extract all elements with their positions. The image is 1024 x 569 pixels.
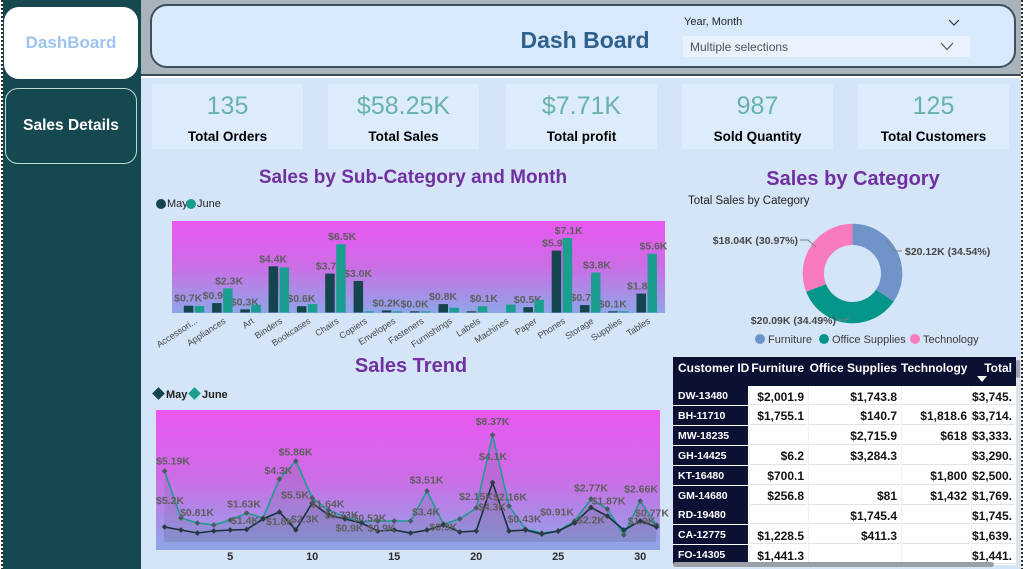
svg-text:$0.0K: $0.0K <box>401 298 429 310</box>
svg-text:$0.73K: $0.73K <box>325 510 359 522</box>
svg-text:$4.3K: $4.3K <box>478 502 506 514</box>
svg-text:$5.2K: $5.2K <box>156 495 184 507</box>
svg-text:$0.43K: $0.43K <box>508 514 542 526</box>
svg-text:$20.12K (34.54%): $20.12K (34.54%) <box>905 246 990 258</box>
svg-text:May: May <box>166 389 188 401</box>
svg-text:$0.9K: $0.9K <box>429 522 457 534</box>
svg-text:$2.66K: $2.66K <box>624 484 658 496</box>
svg-text:$20.09K (34.49%): $20.09K (34.49%) <box>751 315 836 327</box>
svg-text:$5.19K: $5.19K <box>156 456 190 468</box>
svg-text:$3.51K: $3.51K <box>410 475 444 487</box>
svg-text:$3.0K: $3.0K <box>344 268 372 280</box>
svg-text:$4.3K: $4.3K <box>264 465 292 477</box>
svg-text:$2.77K: $2.77K <box>574 483 608 495</box>
svg-text:$8.37K: $8.37K <box>476 416 510 428</box>
svg-text:$0.6K: $0.6K <box>287 293 315 305</box>
svg-text:5: 5 <box>227 551 233 563</box>
svg-text:Office Supplies: Office Supplies <box>832 334 906 346</box>
svg-text:20: 20 <box>470 551 482 563</box>
svg-text:$6.5K: $6.5K <box>328 231 356 243</box>
svg-text:June: June <box>202 389 228 401</box>
svg-text:10: 10 <box>306 551 318 563</box>
svg-text:$5.86K: $5.86K <box>279 447 313 459</box>
svg-text:$0.9K: $0.9K <box>335 523 363 535</box>
svg-text:$18.04K (30.97%): $18.04K (30.97%) <box>713 235 798 247</box>
svg-text:$1.63K: $1.63K <box>227 499 261 511</box>
svg-text:$2.2K: $2.2K <box>577 515 605 527</box>
svg-text:$0.91K: $0.91K <box>540 507 574 519</box>
svg-text:$0.1K: $0.1K <box>470 293 498 305</box>
svg-text:$1.9K: $1.9K <box>627 516 655 528</box>
svg-text:15: 15 <box>388 551 400 563</box>
svg-text:$7.1K: $7.1K <box>555 225 583 237</box>
svg-text:$2.15K: $2.15K <box>459 491 493 503</box>
svg-text:$3.8K: $3.8K <box>583 260 611 272</box>
svg-text:$4.1K: $4.1K <box>479 451 507 463</box>
svg-text:$0.52K: $0.52K <box>353 513 387 525</box>
svg-text:$5.5K: $5.5K <box>281 490 309 502</box>
svg-text:$0.8K: $0.8K <box>429 291 457 303</box>
svg-text:$0.9K: $0.9K <box>367 523 395 535</box>
svg-text:$5.6K: $5.6K <box>639 241 667 253</box>
svg-text:30: 30 <box>634 551 646 563</box>
svg-text:Furniture: Furniture <box>768 334 812 346</box>
svg-text:$0.81K: $0.81K <box>180 507 214 519</box>
svg-text:$1.8K: $1.8K <box>266 516 294 528</box>
svg-text:$4.4K: $4.4K <box>259 253 287 265</box>
svg-text:$0.7K: $0.7K <box>174 293 202 305</box>
svg-text:Technology: Technology <box>923 334 979 346</box>
svg-text:$2.3K: $2.3K <box>215 275 243 287</box>
svg-text:$1.4K: $1.4K <box>231 515 259 527</box>
svg-text:$0.2K: $0.2K <box>372 297 400 309</box>
svg-text:25: 25 <box>552 551 564 563</box>
svg-text:$2.3K: $2.3K <box>291 514 319 526</box>
svg-text:$1.87K: $1.87K <box>592 496 626 508</box>
svg-text:$3.4K: $3.4K <box>412 507 440 519</box>
svg-text:$1.64K: $1.64K <box>311 499 345 511</box>
svg-text:$0.1K: $0.1K <box>599 298 627 310</box>
svg-text:$0.77K: $0.77K <box>635 508 669 520</box>
svg-text:$2.16K: $2.16K <box>493 492 527 504</box>
